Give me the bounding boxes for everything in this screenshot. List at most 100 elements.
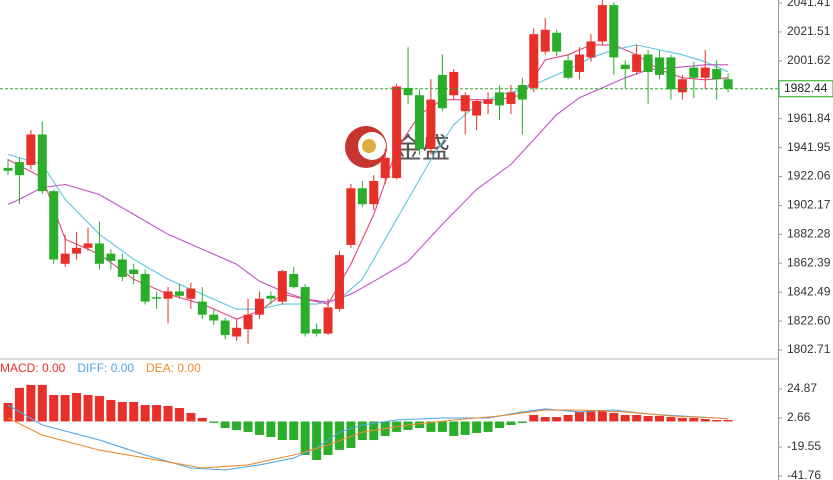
moving-average	[7, 44, 729, 310]
candle-body	[14, 162, 24, 176]
macd-bar	[300, 421, 310, 456]
candle-body	[563, 60, 573, 78]
candle-body	[37, 134, 47, 192]
candle-body	[254, 298, 264, 315]
macd-bar	[26, 384, 36, 422]
candle-body	[277, 271, 287, 302]
candle-body	[26, 134, 36, 165]
legend-entry: DEA: 0.00	[146, 361, 201, 375]
macd-bar	[129, 402, 139, 422]
macd-bar	[186, 412, 196, 422]
y-tick-label: 1862.39	[787, 255, 831, 269]
macd-bar	[517, 421, 527, 423]
candle-body	[483, 99, 493, 104]
macd-bar	[334, 421, 344, 450]
candle-body	[60, 253, 70, 264]
current-price-label: 1982.44	[784, 81, 828, 95]
candle-body	[597, 5, 607, 42]
legend-entry: MACD: 0.00	[0, 361, 66, 375]
y-tick-label: 2001.62	[787, 53, 831, 67]
macd-bar	[60, 394, 70, 422]
candle-body	[72, 247, 82, 254]
macd-bar	[323, 421, 333, 456]
candle-body	[163, 291, 173, 299]
candle-body	[666, 57, 676, 90]
y-tick-label: 1842.49	[787, 284, 831, 298]
legend-entry: DIFF: 0.00	[77, 361, 134, 375]
macd-bar	[197, 417, 207, 422]
candle-body	[655, 57, 665, 75]
y-tick-label: 1802.71	[787, 342, 831, 356]
macd-bar	[689, 417, 699, 422]
candle-body	[209, 314, 219, 321]
macd-bar	[529, 414, 539, 422]
macd-bar	[437, 421, 447, 432]
macd-bar	[449, 421, 459, 436]
macd-bar	[677, 417, 687, 422]
y-tick-label: 1922.06	[787, 169, 831, 183]
y-tick-label: -19.55	[787, 439, 821, 453]
candle-body	[437, 74, 447, 109]
y-tick-label: 1902.17	[787, 198, 831, 212]
candle-body	[357, 188, 367, 205]
candle-body	[723, 79, 733, 89]
y-tick-label: 1882.28	[787, 227, 831, 241]
macd-bar	[312, 421, 322, 460]
candle-body	[460, 95, 470, 112]
candle-body	[677, 79, 687, 93]
candle-body	[586, 41, 596, 58]
macd-bar	[220, 421, 230, 429]
macd-bar	[37, 384, 47, 422]
candle-body	[369, 180, 379, 205]
y-tick-label: 2041.41	[787, 0, 831, 9]
candle-body	[575, 54, 584, 72]
macd-bar	[586, 409, 596, 422]
macd-bar	[163, 405, 173, 422]
candle-body	[449, 71, 459, 96]
candle-body	[106, 253, 116, 261]
macd-bar	[472, 421, 482, 433]
candle-body	[414, 95, 424, 149]
candle-body	[403, 87, 413, 96]
macd-bar	[597, 409, 607, 422]
candle-body	[83, 243, 93, 248]
macd-bar	[346, 421, 356, 448]
candle-body	[540, 29, 550, 52]
macd-bar	[174, 408, 184, 422]
candle-body	[334, 255, 344, 309]
macd-bar	[277, 421, 287, 441]
candle-body	[620, 64, 630, 70]
macd-bar	[620, 414, 630, 422]
candle-body	[186, 288, 196, 299]
candle-body	[94, 243, 104, 264]
macd-bar	[243, 421, 253, 432]
candle-body	[312, 329, 322, 334]
logo	[362, 139, 376, 153]
macd-bar	[289, 421, 299, 441]
y-tick-label: 1941.95	[787, 140, 831, 154]
candle-body	[289, 273, 299, 288]
candle-body	[232, 327, 242, 337]
y-tick-label: 1822.60	[787, 313, 831, 327]
macd-bar	[712, 420, 722, 422]
candle-body	[49, 191, 59, 260]
macd-bar	[14, 387, 24, 422]
candle-body	[472, 101, 482, 116]
moving-average	[7, 64, 729, 303]
candle-body	[140, 273, 150, 302]
candle-body	[117, 259, 127, 277]
candle-body	[174, 291, 184, 296]
macd-bar	[266, 421, 276, 438]
macd-bar	[3, 402, 13, 422]
candle-body	[426, 99, 436, 149]
macd-line	[7, 409, 729, 469]
candle-body	[152, 297, 162, 299]
candle-body	[380, 157, 390, 179]
macd-bar	[140, 405, 150, 422]
candle-body	[197, 301, 207, 315]
macd-bar	[643, 415, 653, 422]
candle-body	[300, 287, 310, 334]
macd-bar	[94, 396, 104, 422]
macd-bar	[152, 405, 162, 422]
